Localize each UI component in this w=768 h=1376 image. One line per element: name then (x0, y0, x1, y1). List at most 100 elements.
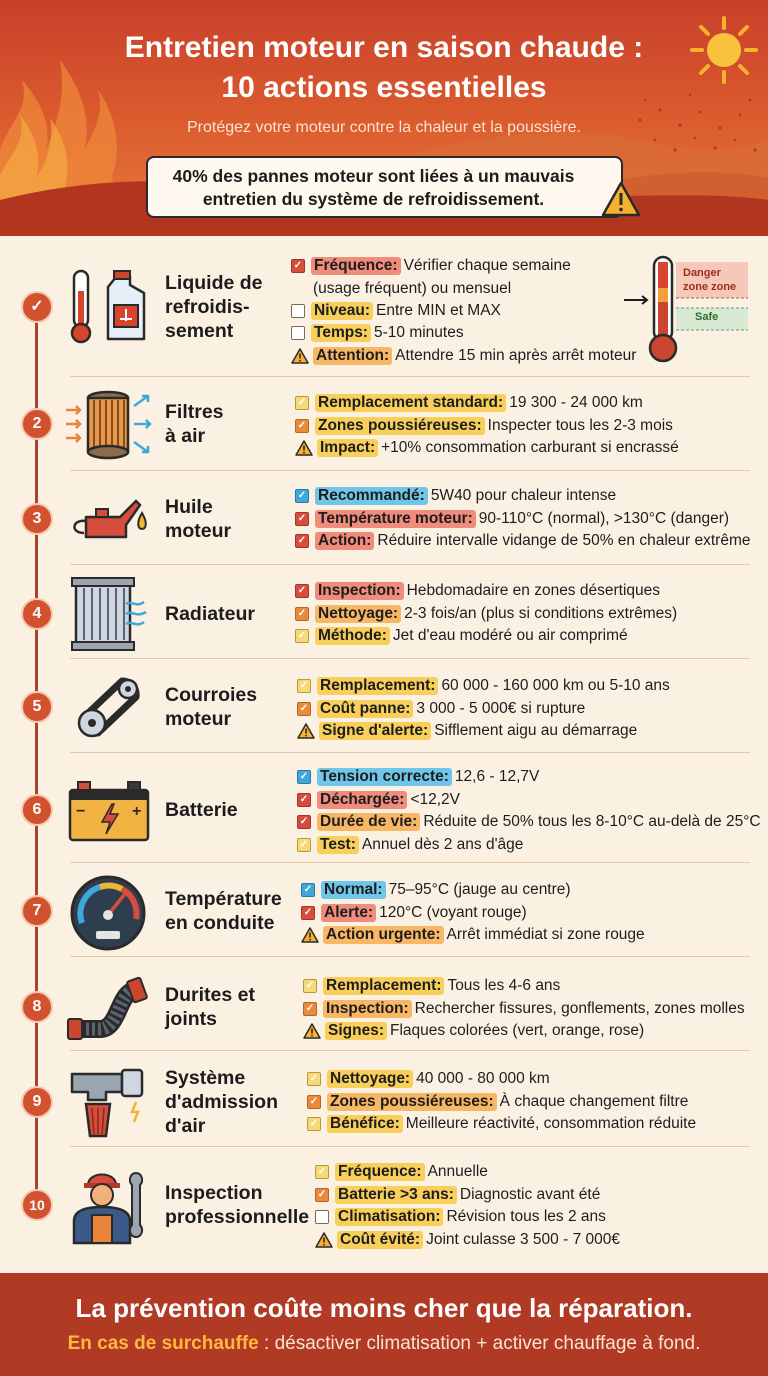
section-title-line: Liquide de (165, 272, 263, 294)
item-text-continuation: (usage fréquent) ou mensuel (313, 279, 512, 297)
step-number: 9 (32, 1093, 42, 1110)
step-number-badge: 5 (21, 691, 53, 723)
svg-text:+: + (132, 803, 141, 820)
step-number: 2 (32, 415, 42, 432)
section-title-line: en conduite (165, 912, 275, 934)
item-key: Bénéfice: (327, 1115, 403, 1134)
item-text: Hebdomadaire en zones désertiques (406, 582, 660, 600)
checklist-item: ✓ Fréquence: Vérifier chaque semaine (291, 255, 636, 278)
belt-icon (66, 667, 156, 747)
warning-icon (601, 181, 641, 217)
section-title-line: moteur (165, 708, 232, 730)
section-title-line: moteur (165, 520, 232, 542)
item-key: Nettoyage: (315, 604, 402, 623)
page-title: Entretien moteur en saison chaude : 10 a… (0, 28, 768, 108)
row-divider (70, 658, 750, 659)
item-text: 2-3 fois/an (plus si conditions extrêmes… (404, 604, 678, 622)
footer-sub-rest: : désactiver climatisation + activer cha… (258, 1333, 701, 1354)
warning-icon (301, 927, 319, 943)
header-banner: Entretien moteur en saison chaude : 10 a… (0, 0, 768, 236)
checkbox-icon: ✓ (295, 584, 309, 599)
step-number: 6 (32, 801, 42, 818)
check-icon: ✓ (30, 298, 44, 315)
item-text: 60 000 - 160 000 km ou 5-10 ans (441, 677, 670, 695)
checklist-item: ✓ Recommandé: 5W40 pour chaleur intense (295, 485, 750, 508)
checklist-item: ✓ Inspection: Hebdomadaire en zones désert… (295, 580, 677, 603)
row-divider (70, 1146, 750, 1147)
item-key: Normal: (321, 881, 386, 900)
checklist-item: ✓ Tension correcte: 12,6 - 12,7V (297, 766, 761, 789)
section-title-line: Radiateur (165, 603, 255, 625)
checklist-item: ✓ Coût panne: 3 000 - 5 000€ si rupture (297, 698, 670, 721)
item-key: Méthode: (315, 627, 390, 646)
thermo-danger-text: Danger (683, 267, 721, 279)
item-key: Durée de vie: (317, 813, 421, 832)
checkbox-icon: ✓ (315, 1165, 329, 1180)
item-text: Sifflement aigu au démarrage (434, 722, 638, 740)
section-items: ✓ Recommandé: 5W40 pour chaleur intense ✓ Te… (295, 485, 750, 553)
section-title-line: sement (165, 320, 234, 342)
item-text: 75–95°C (jauge au centre) (388, 881, 571, 899)
checkbox-icon: ✓ (295, 396, 309, 411)
air-filter-icon (66, 384, 156, 464)
checklist-item: ✓ Alerte: 120°C (voyant rouge) (301, 902, 645, 925)
item-key: Temps: (311, 324, 371, 343)
item-key: Niveau: (311, 301, 373, 320)
item-text: Réduire intervalle vidange de 50% en cha… (377, 532, 751, 550)
section-title-line: joints (165, 1008, 217, 1030)
gauge-icon (66, 871, 156, 951)
checkbox-icon (291, 303, 305, 318)
item-key: Alerte: (321, 903, 377, 922)
step-number: 8 (32, 998, 42, 1015)
item-key: Attention: (313, 346, 393, 365)
step-number-badge: 8 (21, 991, 53, 1023)
section-title: Batterie (165, 798, 238, 822)
warning-icon (295, 440, 313, 456)
step-number-badge: 6 (21, 794, 53, 826)
coolant-icon (66, 267, 156, 347)
checklist-item: ✓ Nettoyage: 2-3 fois/an (plus si conditio… (295, 603, 677, 626)
checklist-item: Signe d'alerte: Sifflement aigu au démarr… (297, 720, 670, 743)
checklist-item: ✓ Remplacement: 60 000 - 160 000 km ou 5-1… (297, 675, 670, 698)
section-items: ✓ Fréquence: Annuelle ✓ Batterie >3 ans: Diag… (315, 1161, 620, 1251)
item-text: Inspecter tous les 2-3 mois (487, 416, 673, 434)
step-number: 4 (32, 605, 42, 622)
item-text: +10% consommation carburant si encrassé (381, 439, 679, 457)
item-text: 19 300 - 24 000 km (509, 394, 643, 412)
thermo-danger-label: Danger zone zone (683, 266, 736, 294)
item-text: Meilleure réactivité, consommation rédui… (405, 1115, 697, 1133)
item-key: Remplacement: (317, 677, 439, 696)
section-title-line: Température (165, 888, 282, 910)
item-text: Arrêt immédiat si zone rouge (446, 926, 645, 944)
checklist-item: Temps: 5-10 minutes (291, 322, 636, 345)
section-title: Système d'admission d'air (165, 1066, 278, 1138)
item-key: Signe d'alerte: (319, 722, 432, 741)
checkbox-icon: ✓ (295, 629, 309, 644)
item-key: Test: (317, 835, 359, 854)
checklist-item: ✓ Bénéfice: Meilleure réactivité, consomma… (307, 1113, 696, 1136)
warning-icon (291, 348, 309, 364)
item-text: Joint culasse 3 500 - 7 000€ (426, 1230, 620, 1248)
row-divider (70, 752, 750, 753)
section-items: ✓ Remplacement: 60 000 - 160 000 km ou 5-1… (297, 675, 670, 743)
battery-icon: − + (66, 770, 156, 850)
checklist-item: Attention: Attendre 15 min après arrêt mo… (291, 345, 636, 368)
section-title-line: Huile (165, 496, 213, 518)
section-title-line: d'admission (165, 1091, 278, 1113)
checklist-item: ✓ Fréquence: Annuelle (315, 1161, 620, 1184)
footer-banner: La prévention coûte moins cher que la ré… (0, 1273, 768, 1376)
checkbox-icon: ✓ (301, 883, 315, 898)
section-items: ✓ Remplacement standard: 19 300 - 24 000 k… (295, 392, 679, 460)
section-items: ✓ Tension correcte: 12,6 - 12,7V ✓ Déchargée… (297, 766, 761, 856)
item-key: Climatisation: (335, 1208, 444, 1227)
checklist-item: ✓ Test: Annuel dès 2 ans d'âge (297, 834, 761, 857)
checklist-item: ✓ Remplacement: Tous les 4-6 ans (303, 975, 745, 998)
thermo-zone-text: zone zone (683, 281, 737, 293)
warning-icon (303, 1023, 321, 1039)
checkbox-icon: ✓ (295, 418, 309, 433)
checkbox-icon: ✓ (295, 511, 309, 526)
item-text: 120°C (voyant rouge) (379, 903, 527, 921)
section-title: Radiateur (165, 602, 255, 626)
item-text: Flaques colorées (vert, orange, rose) (389, 1022, 645, 1040)
item-text: <12,2V (410, 790, 460, 808)
